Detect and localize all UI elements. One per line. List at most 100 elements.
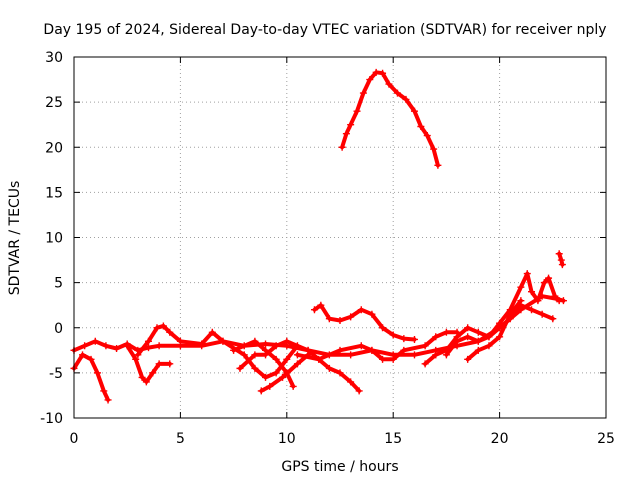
data-point — [400, 346, 408, 354]
x-tick-label: 15 — [384, 431, 402, 447]
data-point — [485, 333, 493, 341]
data-point — [155, 360, 163, 368]
data-point — [289, 382, 297, 390]
y-tick-label: 10 — [45, 231, 63, 247]
plot-series — [70, 68, 567, 404]
data-point — [336, 346, 344, 354]
data-point — [410, 351, 418, 359]
data-point — [81, 342, 89, 350]
data-point — [474, 337, 482, 345]
data-point — [293, 360, 301, 368]
data-point — [266, 382, 274, 390]
grid — [74, 57, 606, 418]
data-point — [240, 351, 248, 359]
data-point — [355, 387, 363, 395]
data-point — [283, 355, 291, 363]
data-point — [317, 301, 325, 309]
series-line — [465, 298, 523, 362]
data-point — [555, 297, 563, 305]
series-trail-2 — [70, 351, 112, 404]
x-tick-label: 0 — [70, 431, 79, 447]
data-point — [474, 346, 482, 354]
data-point — [474, 328, 482, 336]
data-point — [257, 387, 265, 395]
series-trail-9 — [293, 328, 461, 363]
data-point — [347, 121, 355, 129]
series-trail-6 — [236, 337, 363, 395]
data-point — [464, 324, 472, 332]
data-point — [464, 333, 472, 341]
data-point — [517, 283, 525, 291]
data-point — [325, 315, 333, 323]
data-point — [336, 317, 344, 325]
y-tick-label: 20 — [45, 140, 63, 156]
data-point — [540, 279, 548, 287]
data-point — [279, 373, 287, 381]
series-line — [238, 339, 362, 393]
data-point — [357, 342, 365, 350]
y-axis-label: SDTVAR / TECUs — [7, 181, 23, 296]
data-point — [464, 355, 472, 363]
data-point — [400, 335, 408, 343]
data-point — [102, 342, 110, 350]
data-point — [132, 355, 140, 363]
series-line — [295, 330, 459, 362]
data-point — [153, 324, 161, 332]
data-point — [549, 315, 557, 323]
y-tick-label: -10 — [40, 411, 63, 427]
data-point — [236, 364, 244, 372]
series-line — [72, 352, 110, 402]
y-tick-label: 5 — [54, 276, 63, 292]
data-point — [417, 122, 425, 130]
data-point — [310, 306, 318, 314]
series-trail-3 — [123, 342, 174, 386]
data-point — [262, 351, 270, 359]
data-point — [283, 337, 291, 345]
data-point — [219, 337, 227, 345]
data-point — [432, 333, 440, 341]
data-point — [432, 351, 440, 359]
data-point — [272, 342, 280, 350]
series-high-arc — [338, 68, 442, 169]
data-point — [262, 340, 270, 348]
data-point — [315, 355, 323, 363]
data-point — [359, 89, 367, 97]
data-point — [347, 313, 355, 321]
data-point — [166, 360, 174, 368]
x-tick-label: 20 — [491, 431, 509, 447]
data-point — [272, 369, 280, 377]
data-point — [338, 143, 346, 151]
data-point — [379, 324, 387, 332]
series-line — [135, 323, 300, 380]
data-point — [144, 337, 152, 345]
data-point — [402, 95, 410, 103]
series-trail-8 — [310, 301, 418, 343]
data-point — [159, 322, 167, 330]
data-point — [485, 342, 493, 350]
data-point — [91, 337, 99, 345]
y-tick-label: 15 — [45, 185, 63, 201]
data-point — [442, 351, 450, 359]
data-point — [104, 396, 112, 404]
data-point — [113, 345, 121, 353]
data-point — [87, 355, 95, 363]
data-point — [423, 132, 431, 140]
x-ticks: 0 5 10 15 20 25 — [70, 57, 615, 447]
x-tick-label: 25 — [597, 431, 615, 447]
data-point — [79, 351, 87, 359]
data-point — [558, 261, 566, 269]
data-point — [453, 337, 461, 345]
data-point — [230, 346, 238, 354]
data-point — [557, 256, 565, 264]
data-point — [379, 69, 387, 77]
data-point — [336, 369, 344, 377]
series-trail-13 — [555, 250, 566, 269]
data-point — [538, 310, 546, 318]
data-point — [496, 333, 504, 341]
series-line — [125, 343, 172, 384]
data-point — [366, 76, 374, 84]
data-point — [347, 351, 355, 359]
chart-title: Day 195 of 2024, Sidereal Day-to-day VTE… — [43, 22, 606, 38]
data-point — [368, 310, 376, 318]
